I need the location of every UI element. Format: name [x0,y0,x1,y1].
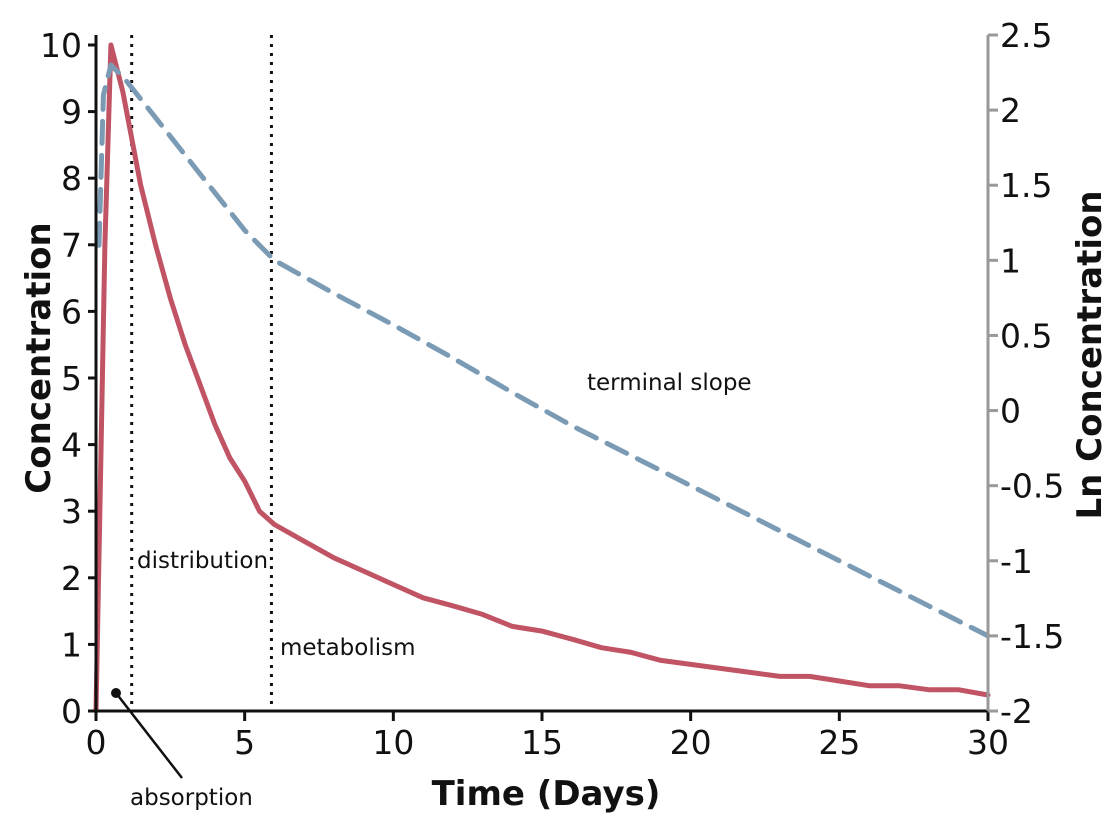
annotation-absorption: absorption [130,785,253,811]
y-tick-label: 3 [61,492,82,531]
y-tick-label: 6 [61,292,82,331]
y-tick-label: 1 [61,625,82,664]
x-tick-label: 30 [967,723,1009,762]
y-tick-label: 7 [61,226,82,265]
x-tick-label: 20 [670,723,712,762]
axes-group [88,33,998,721]
annotation-terminal-slope: terminal slope [587,370,752,396]
y-tick-label: 8 [61,159,82,198]
x-axis-title: Time (Days) [432,774,661,814]
y-tick-label: 0 [61,692,82,731]
series-group [93,42,991,714]
y2-tick-label: -2 [1000,692,1033,731]
y2-tick-label: -1.5 [1000,617,1064,656]
x-tick-label: 5 [234,723,255,762]
x-tick-label: 0 [86,723,107,762]
annotation-distribution: distribution [137,548,268,574]
y2-tick-label: -1 [1000,542,1033,581]
tick-labels: 0 5 10 15 20 25 30 0 1 2 3 4 5 6 7 8 9 10 -2 -1.5 -1 -0.5 0 0.5… [40,16,1064,762]
y-tick-label: 2 [61,559,82,598]
x-tick-label: 10 [372,723,414,762]
y2-tick-label: 2 [1000,91,1021,130]
y2-tick-label: 0.5 [1000,316,1052,355]
phase-lines [130,35,273,711]
series-line-ln-concentration [96,62,991,639]
y-tick-label: 10 [40,26,82,65]
y2-axis-title: Ln Concentration [1070,190,1110,519]
y-tick-label: 5 [61,359,82,398]
x-tick-label: 25 [818,723,860,762]
annotation-metabolism: metabolism [280,635,416,661]
y2-tick-label: 0 [1000,392,1021,431]
y2-tick-label: 1 [1000,241,1021,280]
y2-tick-label: 2.5 [1000,16,1052,55]
absorption-leader-line [115,692,183,779]
y-axis-title: Concentration [19,222,59,493]
y2-tick-label: 1.5 [1000,166,1052,205]
y-tick-label: 9 [61,93,82,132]
y2-tick-label: -0.5 [1000,467,1064,506]
x-tick-label: 15 [521,723,563,762]
series-line-concentration [93,42,991,714]
y-tick-label: 4 [61,426,82,465]
